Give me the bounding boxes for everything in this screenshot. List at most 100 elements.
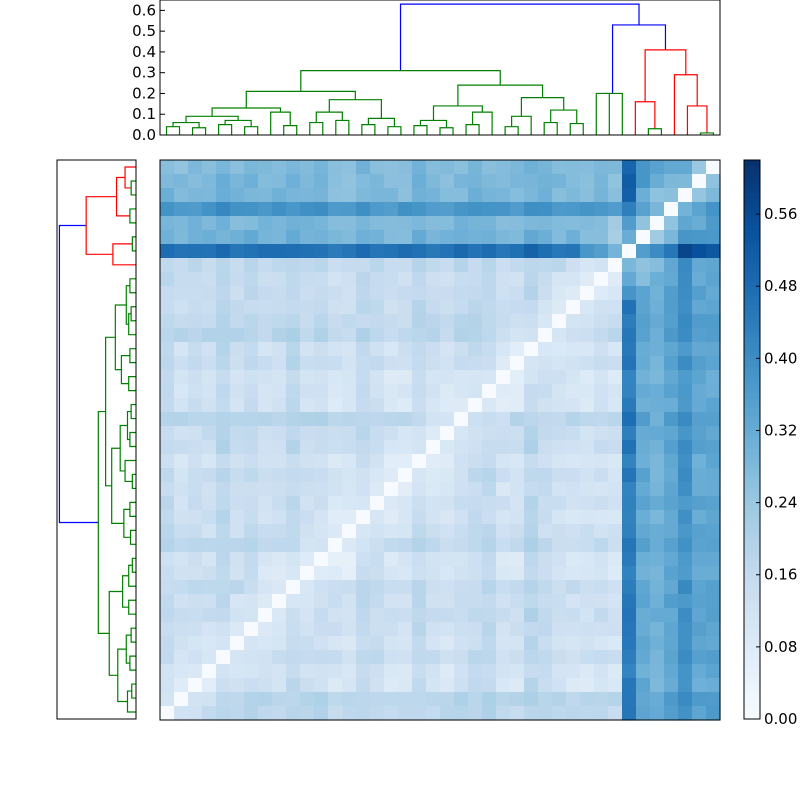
heatmap-cell — [286, 664, 301, 679]
heatmap-cell — [356, 538, 371, 553]
heatmap-cell — [188, 328, 203, 343]
heatmap-cell — [524, 566, 539, 581]
heatmap-cell — [216, 608, 231, 623]
heatmap-cell — [524, 230, 539, 245]
heatmap-cell — [622, 706, 637, 721]
heatmap-cell — [650, 650, 665, 665]
heatmap-cell — [188, 384, 203, 399]
colorbar-segment — [744, 253, 760, 259]
heatmap-cell — [286, 300, 301, 315]
heatmap-cell — [678, 300, 693, 315]
colorbar-frame — [743, 159, 761, 720]
heatmap-cell — [426, 286, 441, 301]
colorbar-segment — [744, 574, 760, 581]
heatmap-cell — [664, 622, 679, 637]
heatmap-cell — [650, 286, 665, 301]
top-dendrogram-link — [520, 97, 565, 117]
heatmap-cell — [398, 314, 413, 329]
heatmap-cell — [636, 496, 651, 511]
heatmap-cell — [342, 174, 357, 189]
heatmap-cell — [216, 538, 231, 553]
heatmap-cell — [286, 468, 301, 483]
heatmap-cell — [286, 538, 301, 553]
heatmap-cell — [244, 468, 259, 483]
heatmap-cell — [174, 482, 189, 497]
heatmap-cell — [384, 482, 399, 497]
heatmap-cell — [440, 594, 455, 609]
heatmap-cell — [216, 356, 231, 371]
heatmap-cell — [272, 650, 287, 665]
heatmap-cell — [314, 356, 329, 371]
heatmap-cell — [524, 538, 539, 553]
top-dendrogram-link — [602, 92, 623, 135]
heatmap-cell — [412, 160, 427, 175]
heatmap-cell — [286, 566, 301, 581]
heatmap-cell — [300, 664, 315, 679]
colorbar-segment — [744, 583, 760, 590]
heatmap-cell — [300, 370, 315, 385]
heatmap-cell — [706, 384, 721, 399]
heatmap-cell — [216, 622, 231, 637]
left-dendrogram-link — [122, 575, 129, 608]
heatmap-cell — [664, 664, 679, 679]
heatmap-cell — [496, 258, 511, 273]
heatmap-cell — [636, 342, 651, 357]
heatmap-cell — [216, 230, 231, 245]
heatmap-cell — [272, 370, 287, 385]
heatmap-cell — [524, 622, 539, 637]
colorbar-segment — [744, 430, 760, 436]
colorbar-segment — [744, 551, 760, 557]
heatmap-cell — [650, 300, 665, 315]
heatmap-cell — [538, 216, 553, 231]
heatmap-cell — [692, 580, 707, 595]
heatmap-cell — [482, 314, 497, 329]
heatmap-cell — [482, 286, 497, 301]
heatmap-cell — [160, 244, 175, 259]
heatmap-cell — [468, 636, 483, 651]
heatmap-cell — [622, 370, 637, 385]
heatmap-cell — [160, 650, 175, 665]
heatmap-cell — [398, 384, 413, 399]
heatmap-cell — [412, 608, 427, 623]
heatmap-cell — [384, 650, 399, 665]
heatmap-cell — [552, 678, 567, 693]
heatmap-cell — [384, 188, 399, 203]
heatmap-cell — [678, 216, 693, 231]
heatmap-cell — [188, 468, 203, 483]
heatmap-cell — [356, 580, 371, 595]
heatmap-cell — [412, 216, 427, 231]
heatmap-cell — [244, 188, 259, 203]
heatmap-cell — [608, 454, 623, 469]
heatmap-cell — [328, 398, 343, 413]
top-dendrogram-link — [419, 119, 448, 128]
heatmap-cell — [202, 566, 217, 581]
heatmap-cell — [230, 328, 245, 343]
heatmap-cell — [692, 342, 707, 357]
heatmap-cell — [258, 384, 273, 399]
heatmap-cell — [300, 160, 315, 175]
heatmap-cell — [286, 370, 301, 385]
heatmap-cell — [482, 412, 497, 427]
heatmap-cell — [454, 594, 469, 609]
heatmap-cell — [496, 398, 511, 413]
heatmap-cell — [510, 174, 525, 189]
heatmap-cell — [202, 664, 217, 679]
top-dendrogram-link — [335, 119, 350, 135]
heatmap-cell — [328, 608, 343, 623]
heatmap-cell — [482, 188, 497, 203]
heatmap-cell — [426, 468, 441, 483]
heatmap-cell — [258, 468, 273, 483]
heatmap-cell — [622, 272, 637, 287]
colorbar-segment — [744, 346, 760, 352]
heatmap-cell — [482, 258, 497, 273]
heatmap-cell — [398, 286, 413, 301]
heatmap-cell — [468, 384, 483, 399]
heatmap-cell — [636, 202, 651, 217]
heatmap-cell — [216, 468, 231, 483]
heatmap-cell — [300, 258, 315, 273]
heatmap-cell — [426, 622, 441, 637]
heatmap-cell — [482, 356, 497, 371]
heatmap-cell — [664, 706, 679, 721]
heatmap-cell — [314, 622, 329, 637]
heatmap-cell — [678, 650, 693, 665]
